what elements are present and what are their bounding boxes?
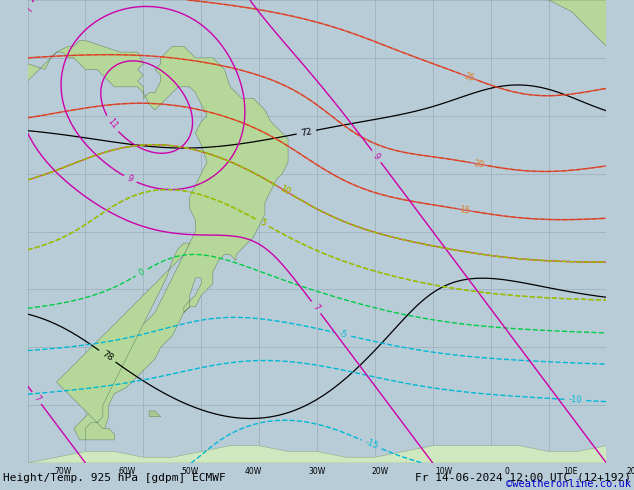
Text: 20: 20 <box>473 159 484 170</box>
Text: 9: 9 <box>372 151 382 161</box>
Text: 0: 0 <box>505 467 510 476</box>
Text: ©weatheronline.co.uk: ©weatheronline.co.uk <box>506 479 631 489</box>
Text: 30W: 30W <box>308 467 326 476</box>
Polygon shape <box>149 411 161 417</box>
Text: 78: 78 <box>100 349 115 363</box>
Text: 20E: 20E <box>627 467 634 476</box>
Text: 11: 11 <box>105 117 119 131</box>
Text: 10: 10 <box>278 184 292 197</box>
Text: 9: 9 <box>126 174 134 184</box>
Text: 70W: 70W <box>55 467 72 476</box>
Text: 10W: 10W <box>435 467 453 476</box>
Text: -15: -15 <box>364 438 380 451</box>
Text: 7: 7 <box>311 302 321 313</box>
Text: 72: 72 <box>300 127 313 138</box>
Text: 25: 25 <box>463 71 476 83</box>
Text: 10: 10 <box>278 184 292 197</box>
Text: Height/Temp. 925 hPa [gdpm] ECMWF: Height/Temp. 925 hPa [gdpm] ECMWF <box>3 473 226 483</box>
Text: 5: 5 <box>259 218 267 228</box>
Text: 7: 7 <box>25 5 36 13</box>
Text: 15: 15 <box>459 205 471 215</box>
Text: 50W: 50W <box>181 467 199 476</box>
Polygon shape <box>56 243 190 440</box>
Text: 7: 7 <box>32 393 42 403</box>
Text: 40W: 40W <box>245 467 262 476</box>
Polygon shape <box>28 41 288 440</box>
Text: Fr 14-06-2024 12:00 UTC (12+192): Fr 14-06-2024 12:00 UTC (12+192) <box>415 473 631 483</box>
Text: 20W: 20W <box>372 467 389 476</box>
Text: 10E: 10E <box>564 467 578 476</box>
Text: -10: -10 <box>569 395 583 405</box>
Polygon shape <box>548 0 606 232</box>
Text: -5: -5 <box>338 329 348 340</box>
Text: 0: 0 <box>138 268 146 278</box>
Text: 5: 5 <box>259 218 267 228</box>
Text: 60W: 60W <box>118 467 136 476</box>
Polygon shape <box>28 446 606 463</box>
